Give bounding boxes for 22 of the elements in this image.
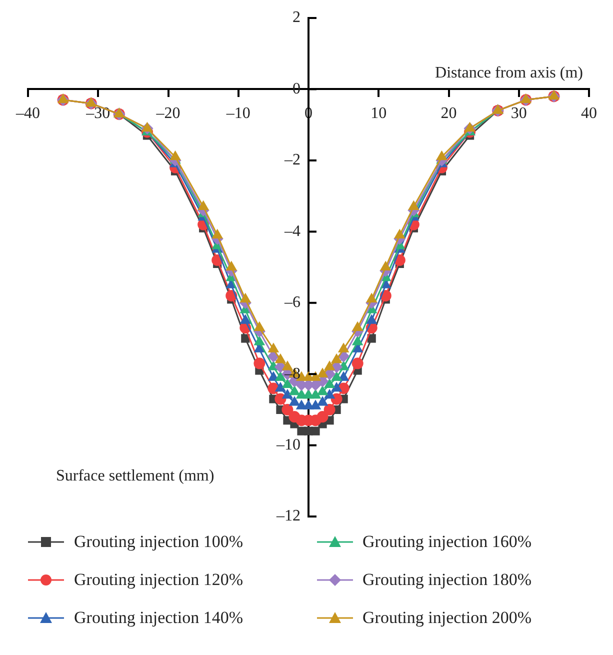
y-tick-label: –6 (284, 294, 300, 312)
legend-label: Grouting injection 160% (362, 532, 532, 552)
x-tick-label: 20 (440, 105, 457, 122)
y-tick-label: –8 (284, 365, 300, 382)
x-tick-label: 40 (581, 105, 597, 122)
y-axis-title: Surface settlement (mm) (56, 468, 214, 485)
x-tick-label: –40 (15, 105, 40, 122)
x-tick-label: 30 (510, 105, 527, 122)
x-tick-label: –20 (155, 105, 180, 122)
y-tick-label: –10 (276, 436, 300, 454)
x-axis-title: Distance from axis (m) (435, 64, 583, 82)
y-tick-label: –12 (276, 508, 300, 525)
legend-label: Grouting injection 120% (74, 570, 244, 590)
legend-label: Grouting injection 180% (362, 570, 532, 590)
y-tick-label: 2 (292, 9, 300, 26)
y-tick-label: –4 (284, 222, 300, 240)
x-tick-label: 10 (370, 105, 387, 122)
legend-label: Grouting injection 100% (74, 532, 244, 552)
legend-label: Grouting injection 140% (74, 608, 244, 628)
x-tick-label: –10 (225, 105, 250, 122)
legend-label: Grouting injection 200% (362, 608, 532, 628)
y-tick-label: –2 (284, 152, 300, 169)
